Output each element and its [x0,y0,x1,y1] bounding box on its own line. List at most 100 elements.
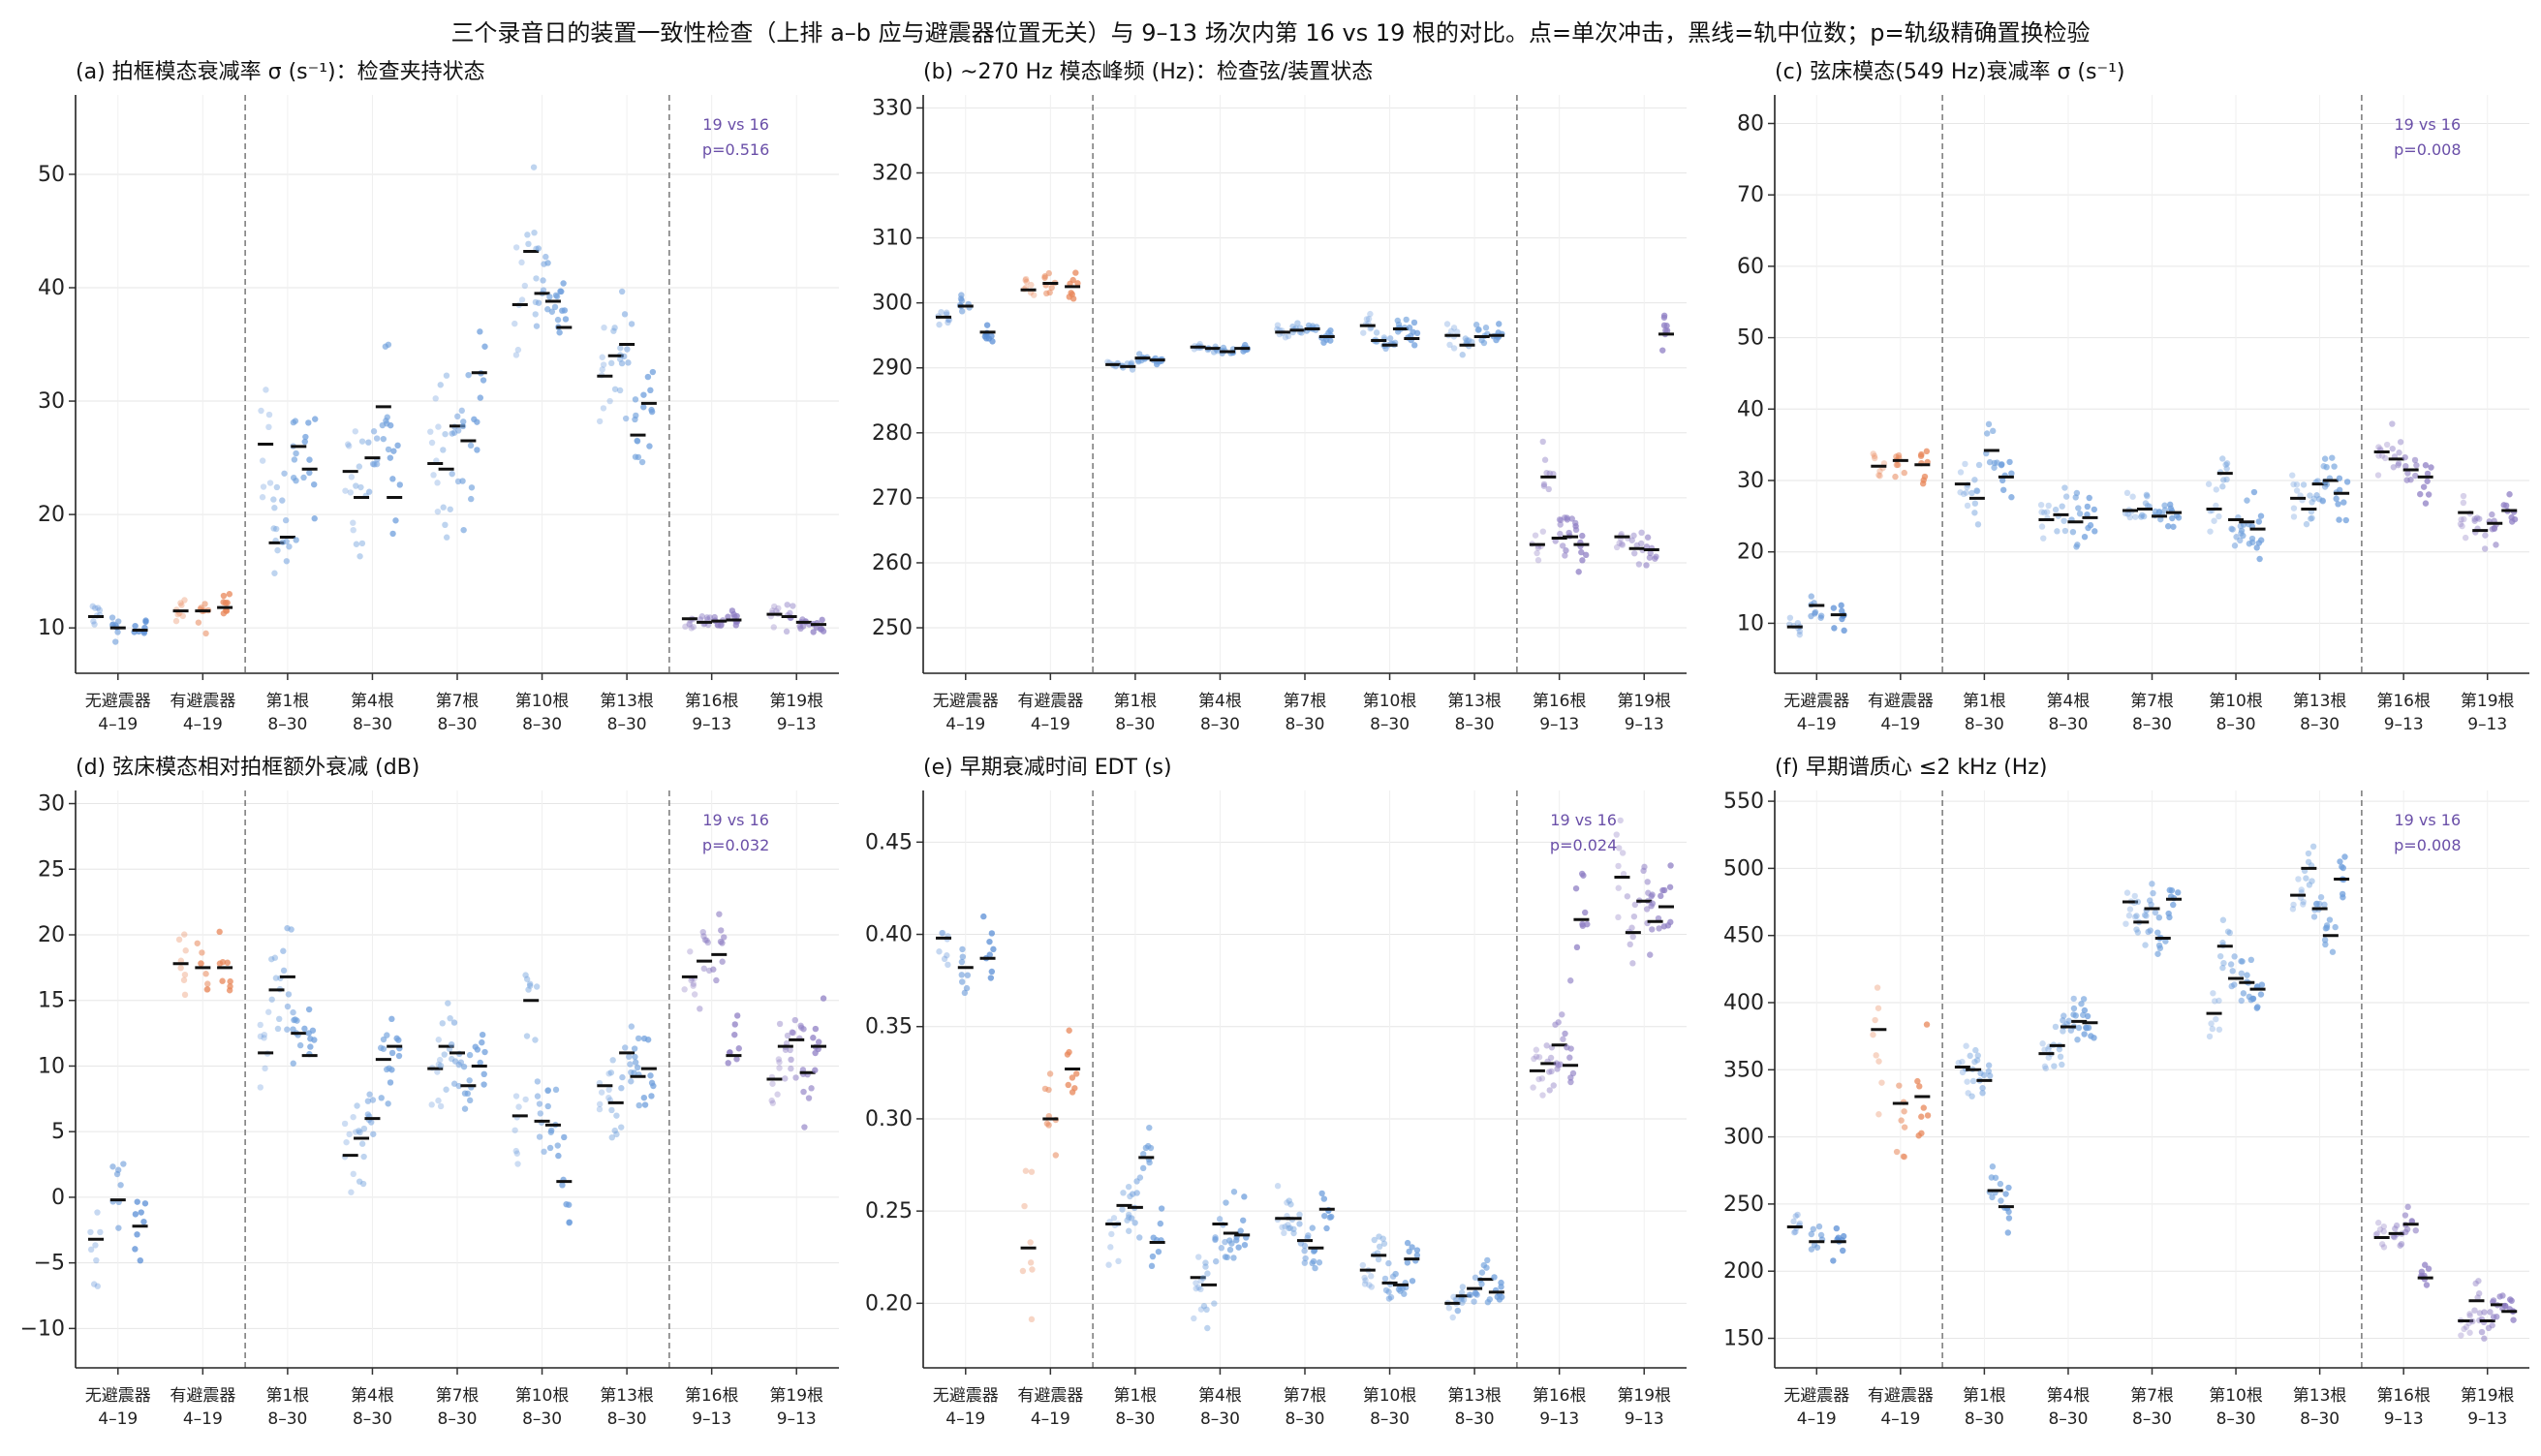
impact-point [257,1021,263,1029]
impact-point [1199,1275,1207,1282]
impact-point [2413,462,2420,469]
impact-point [1815,1223,1823,1230]
impact-point [437,1062,445,1069]
x-category-label: 第16根 [1533,692,1587,711]
impact-point [1235,1244,1242,1251]
impact-point [1148,1262,1156,1270]
x-category-label: 8–30 [2300,715,2340,734]
impact-point [1290,1225,1297,1232]
impact-point [290,1060,296,1067]
y-tick-label: 0.45 [865,830,913,854]
impact-point [648,1079,656,1087]
impact-point [2289,906,2297,913]
impact-point [2131,914,2139,920]
x-category-label: 9–13 [2384,1410,2424,1429]
impact-point [2052,506,2060,513]
impact-point [2154,929,2161,936]
impact-point [2074,542,2081,548]
impact-point [608,1133,615,1141]
x-category-label: 第1根 [1963,692,2006,711]
impact-point [1644,534,1652,541]
impact-point [464,1090,472,1098]
impact-point [480,377,487,384]
impact-point [547,1129,554,1135]
y-tick-label: 150 [1723,1327,1764,1351]
x-category-label: 9–13 [692,1410,731,1429]
impact-point [682,623,689,631]
impact-point [2139,511,2146,518]
impact-point [2155,942,2163,949]
impact-point [1469,338,1475,346]
impact-point [2141,912,2149,918]
impact-point [647,387,654,394]
impact-point [606,397,613,405]
impact-point [1986,458,1994,466]
impact-point [1572,522,1579,530]
panel-c: 10 20 30 40 50 60 70 80 无避震器 4–19 有避震器 4–19 第1根 8–30 第… [1737,60,2529,734]
impact-point [385,1100,391,1107]
impact-point [1072,269,1079,276]
impact-point [2239,958,2246,965]
x-category-label: 有避震器 [1017,692,1083,711]
impact-point [380,435,387,443]
impact-point [1290,1229,1297,1237]
impact-point [1498,1284,1504,1290]
x-category-label: 8–30 [2048,1410,2088,1429]
impact-point [370,1131,377,1137]
impact-point [1983,430,1991,437]
impact-point [1540,482,1548,489]
impact-point [812,1025,820,1033]
p-value-annotation: p=0.032 [702,836,769,854]
impact-point [783,1039,790,1047]
impact-point [2175,889,2182,896]
impact-point [2240,532,2247,540]
x-category-label: 第16根 [2376,1386,2431,1406]
impact-point [2323,924,2331,931]
impact-point [435,1037,442,1043]
impact-point [259,457,266,464]
impact-point [306,469,313,477]
y-tick-label: 10 [38,616,65,640]
impact-point [2333,495,2340,503]
impact-point [2393,1222,2401,1229]
impact-point [1309,1259,1316,1267]
impact-point [1637,540,1645,547]
impact-point [1145,1142,1152,1150]
impact-point [644,373,652,381]
impact-point [641,1101,649,1108]
impact-point [1999,486,2007,493]
impact-point [1901,1108,1907,1115]
impact-point [90,1281,98,1287]
impact-point [1027,1259,1035,1266]
impact-point [1914,1077,1921,1085]
impact-point [1320,339,1327,346]
impact-point [1618,541,1626,547]
impact-point [518,296,526,303]
impact-point [312,416,319,422]
panel-e: 0.20 0.25 0.30 0.35 0.40 0.45 无避震器 4–19 有避震器 4–19… [865,756,1687,1429]
impact-point [546,294,553,300]
impact-point [2380,1223,2387,1230]
x-category-label: 4–19 [183,715,223,734]
impact-point [1284,1199,1290,1206]
impact-point [311,1037,318,1043]
impact-point [776,1065,783,1071]
x-category-label: 无避震器 [933,692,999,711]
impact-point [713,976,720,984]
impact-point [302,433,309,441]
impact-point [342,487,349,494]
x-category-label: 第4根 [351,1386,394,1406]
impact-point [445,1000,451,1007]
impact-point [1296,1221,1303,1227]
impact-point [2091,506,2098,513]
impact-point [2213,1015,2219,1023]
impact-point [2038,523,2046,530]
impact-point [2336,486,2343,494]
y-tick-label: 70 [1737,183,1764,207]
impact-point [2045,1045,2052,1053]
impact-point [2472,1280,2479,1287]
impact-point [466,1097,474,1104]
impact-point [787,609,793,617]
impact-point [2390,464,2397,471]
impact-point [731,1031,738,1038]
